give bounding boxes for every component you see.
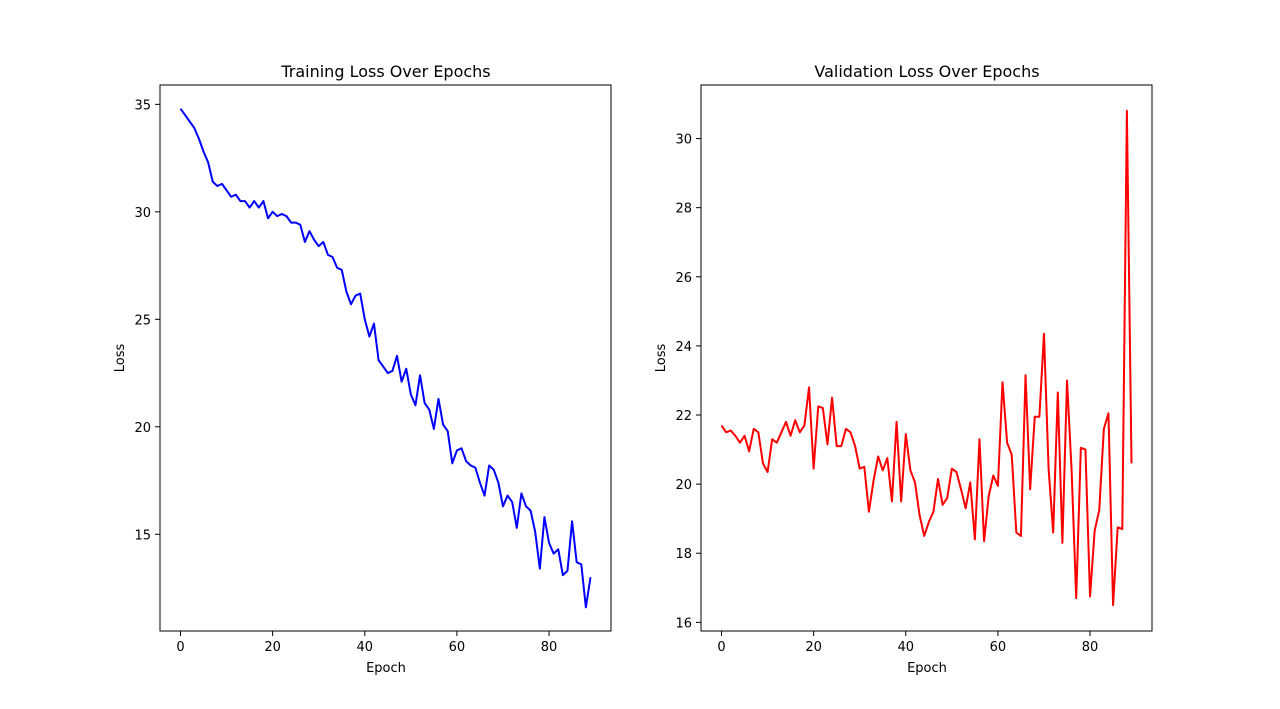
x-tick-label: 20 [805, 640, 822, 655]
chart-title: Training Loss Over Epochs [280, 62, 490, 81]
y-tick-label: 18 [675, 547, 692, 562]
x-tick-label: 20 [264, 640, 281, 655]
x-tick-label: 80 [1082, 640, 1099, 655]
x-tick-label: 80 [541, 640, 558, 655]
y-axis-label: Loss [113, 344, 128, 373]
validation-loss-panel: Validation Loss Over Epochs Epoch Loss 0… [654, 62, 1153, 676]
x-tick-label: 0 [717, 640, 725, 655]
y-tick-label: 20 [675, 478, 692, 493]
x-tick-label: 40 [897, 640, 914, 655]
y-tick-label: 24 [675, 340, 692, 355]
plot-area [720, 109, 1133, 607]
y-tick-label: 22 [675, 409, 692, 424]
plot-area [179, 108, 592, 609]
x-tick-label: 0 [176, 640, 184, 655]
axis-ticks: 0 20 40 60 80 15 20 25 30 35 [134, 98, 557, 655]
x-tick-label: 60 [990, 640, 1007, 655]
y-tick-label: 26 [675, 271, 692, 286]
y-tick-label: 25 [134, 313, 151, 328]
y-tick-label: 15 [134, 528, 151, 543]
x-axis-label: Epoch [907, 661, 947, 676]
y-tick-label: 20 [134, 421, 151, 436]
loss-series-line [179, 108, 592, 609]
loss-series-line [720, 109, 1133, 607]
x-tick-label: 40 [356, 640, 373, 655]
axes-frame [159, 84, 612, 632]
y-tick-label: 28 [675, 202, 692, 217]
y-tick-label: 30 [675, 133, 692, 148]
y-tick-label: 16 [675, 616, 692, 631]
x-axis-label: Epoch [366, 661, 406, 676]
y-tick-label: 30 [134, 206, 151, 221]
axis-ticks: 0 20 40 60 80 16 18 20 22 24 26 28 30 [675, 133, 1098, 655]
y-tick-label: 35 [134, 98, 151, 113]
y-axis-label: Loss [654, 344, 669, 373]
x-tick-label: 60 [449, 640, 466, 655]
axes-frame [700, 84, 1153, 632]
training-loss-panel: Training Loss Over Epochs Epoch Loss 0 20… [113, 62, 612, 676]
chart-title: Validation Loss Over Epochs [814, 62, 1039, 81]
